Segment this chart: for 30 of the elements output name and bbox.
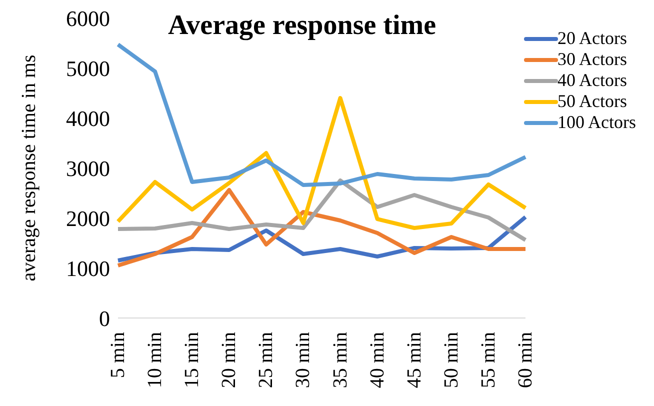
y-tick-label: 2000 <box>66 206 110 231</box>
x-tick-label: 5 min <box>107 332 129 378</box>
x-tick-label: 20 min <box>218 332 240 388</box>
y-tick-label: 3000 <box>66 156 110 181</box>
x-tick-label: 10 min <box>144 332 166 388</box>
legend-label: 50 Actors <box>558 91 627 112</box>
x-tick-label: 55 min <box>477 332 500 388</box>
x-tick-label: 45 min <box>403 332 426 388</box>
x-tick-label: 15 min <box>181 332 204 388</box>
x-tick-label: 25 min <box>255 332 278 388</box>
line-series <box>116 178 528 242</box>
x-tick-label: 60 min <box>514 332 536 388</box>
y-tick-label: 5000 <box>66 56 110 81</box>
y-tick-label: 6000 <box>66 6 110 31</box>
x-tick-label: 35 min <box>329 332 352 388</box>
line-series <box>116 42 528 187</box>
line-series <box>116 188 528 268</box>
y-tick-label: 4000 <box>66 106 110 131</box>
y-tick-label: 1000 <box>66 256 110 281</box>
chart-title: Average response time <box>168 10 436 42</box>
line-series <box>116 96 528 230</box>
x-tick-label: 50 min <box>440 332 462 388</box>
x-tick-label: 30 min <box>292 332 314 388</box>
y-tick-label: 0 <box>99 306 110 331</box>
legend-label: 30 Actors <box>558 49 627 70</box>
legend-label: 100 Actors <box>558 112 636 133</box>
legend-label: 40 Actors <box>558 70 627 91</box>
legend-label: 20 Actors <box>558 28 627 49</box>
y-axis-title: average response time in ms <box>18 54 40 282</box>
x-tick-label: 40 min <box>366 332 388 388</box>
